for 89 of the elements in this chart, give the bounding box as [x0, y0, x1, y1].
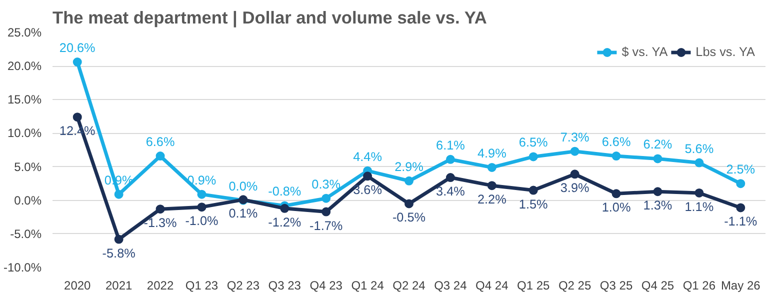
point — [612, 152, 621, 161]
data-label: -1.0% — [185, 214, 218, 228]
point — [156, 204, 165, 214]
point — [487, 181, 496, 190]
x-tick-label: Q1 23 — [185, 278, 218, 292]
point — [363, 172, 372, 181]
point — [570, 170, 580, 179]
data-label: 4.9% — [477, 146, 506, 160]
x-tick-label: Q4 24 — [476, 278, 509, 292]
data-label: 0.3% — [312, 177, 341, 192]
x-tick-label: Q3 25 — [600, 278, 633, 292]
data-label: 1.3% — [643, 198, 672, 213]
point — [487, 162, 496, 172]
point — [197, 190, 206, 199]
x-tick-label: Q4 25 — [641, 278, 674, 292]
point — [114, 190, 124, 199]
y-tick-label: 25.0% — [7, 26, 42, 40]
x-tick-label: Q2 24 — [392, 278, 426, 292]
y-tick-label: 5.0% — [14, 160, 42, 174]
point — [736, 179, 746, 188]
point — [694, 158, 704, 168]
data-label: 3.4% — [436, 184, 465, 199]
x-tick-label: 2020 — [64, 278, 92, 292]
data-label: 1.5% — [518, 197, 548, 212]
data-label: 6.2% — [643, 138, 672, 152]
data-label: -1.7% — [310, 218, 343, 233]
point — [446, 173, 455, 182]
data-label: -1.1% — [724, 214, 758, 229]
data-label: 6.6% — [146, 135, 175, 150]
data-label: 6.5% — [518, 136, 548, 150]
data-label: 6.6% — [602, 135, 631, 150]
point — [736, 203, 746, 212]
data-label: 20.6% — [59, 41, 96, 56]
x-tick-label: 2021 — [105, 278, 132, 292]
point — [72, 58, 82, 67]
data-label: -1.2% — [268, 215, 302, 230]
point — [404, 199, 414, 208]
data-label: 5.6% — [684, 142, 714, 156]
point — [322, 194, 331, 203]
point — [446, 154, 455, 164]
x-tick-label: Q1 24 — [351, 278, 384, 292]
x-tick-label: Q2 25 — [558, 278, 592, 292]
x-tick-label: Q2 23 — [226, 278, 260, 292]
y-tick-label: -10.0% — [3, 260, 42, 274]
data-label: -1.3% — [144, 216, 177, 230]
data-label: -5.8% — [102, 246, 136, 260]
x-tick-label: 2022 — [146, 278, 174, 292]
legend-label: $ vs. YA — [622, 45, 668, 59]
data-label: 1.1% — [684, 200, 714, 214]
data-label: 2.9% — [394, 160, 424, 174]
data-label: -0.8% — [268, 184, 302, 199]
point — [72, 112, 82, 122]
x-tick-label: May 26 — [720, 278, 761, 292]
point — [528, 186, 538, 195]
data-label: 1.0% — [602, 200, 631, 215]
data-label: 3.6% — [353, 183, 382, 198]
data-label: -0.5% — [392, 210, 426, 225]
y-tick-label: 0.0% — [14, 193, 42, 208]
legend-label: Lbs vs. YA — [696, 45, 755, 59]
point — [404, 176, 414, 186]
data-label: 6.1% — [436, 138, 465, 152]
point — [114, 234, 124, 244]
x-tick-label: Q3 23 — [268, 278, 302, 292]
data-label: 0.0% — [228, 179, 258, 194]
point — [612, 189, 621, 198]
point — [156, 152, 165, 161]
data-label: 2.2% — [477, 192, 506, 207]
point — [653, 154, 662, 164]
point — [570, 146, 580, 156]
point — [694, 188, 704, 198]
point — [528, 152, 538, 162]
point — [197, 202, 206, 212]
x-tick-label: Q4 23 — [310, 278, 343, 292]
point — [653, 187, 662, 196]
point — [280, 204, 290, 213]
y-tick-label: 20.0% — [7, 59, 42, 74]
data-label: 2.5% — [726, 162, 756, 177]
x-tick-label: Q1 25 — [517, 278, 550, 292]
data-label: 3.9% — [560, 181, 590, 196]
chart-title: The meat department | Dollar and volume sale vs. YA — [52, 8, 488, 28]
data-label: 7.3% — [560, 130, 590, 144]
data-label: 4.4% — [353, 150, 382, 164]
point — [322, 207, 331, 216]
data-label: 0.1% — [228, 206, 258, 221]
x-tick-label: Q1 26 — [682, 278, 716, 292]
y-tick-label: 15.0% — [7, 92, 42, 107]
y-tick-label: -5.0% — [10, 226, 42, 241]
x-tick-label: Q3 24 — [434, 278, 468, 292]
y-tick-label: 10.0% — [7, 126, 42, 140]
